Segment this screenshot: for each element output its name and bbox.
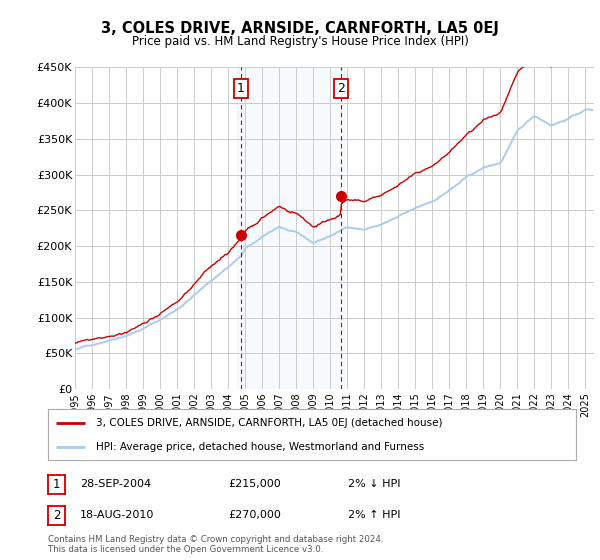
Text: HPI: Average price, detached house, Westmorland and Furness: HPI: Average price, detached house, West… (95, 442, 424, 452)
Text: 2% ↓ HPI: 2% ↓ HPI (348, 479, 401, 489)
Text: 2% ↑ HPI: 2% ↑ HPI (348, 510, 401, 520)
Text: 2: 2 (53, 508, 60, 522)
Text: 3, COLES DRIVE, ARNSIDE, CARNFORTH, LA5 0EJ: 3, COLES DRIVE, ARNSIDE, CARNFORTH, LA5 … (101, 21, 499, 36)
Text: 18-AUG-2010: 18-AUG-2010 (80, 510, 154, 520)
Text: £270,000: £270,000 (228, 510, 281, 520)
Text: 28-SEP-2004: 28-SEP-2004 (80, 479, 151, 489)
Text: Price paid vs. HM Land Registry's House Price Index (HPI): Price paid vs. HM Land Registry's House … (131, 35, 469, 48)
Text: £215,000: £215,000 (228, 479, 281, 489)
Text: 2: 2 (337, 82, 345, 95)
Text: 3, COLES DRIVE, ARNSIDE, CARNFORTH, LA5 0EJ (detached house): 3, COLES DRIVE, ARNSIDE, CARNFORTH, LA5 … (95, 418, 442, 428)
Bar (236, 67, 344, 389)
Text: Contains HM Land Registry data © Crown copyright and database right 2024.
This d: Contains HM Land Registry data © Crown c… (48, 535, 383, 554)
Text: 1: 1 (53, 478, 60, 491)
Text: 1: 1 (237, 82, 245, 95)
